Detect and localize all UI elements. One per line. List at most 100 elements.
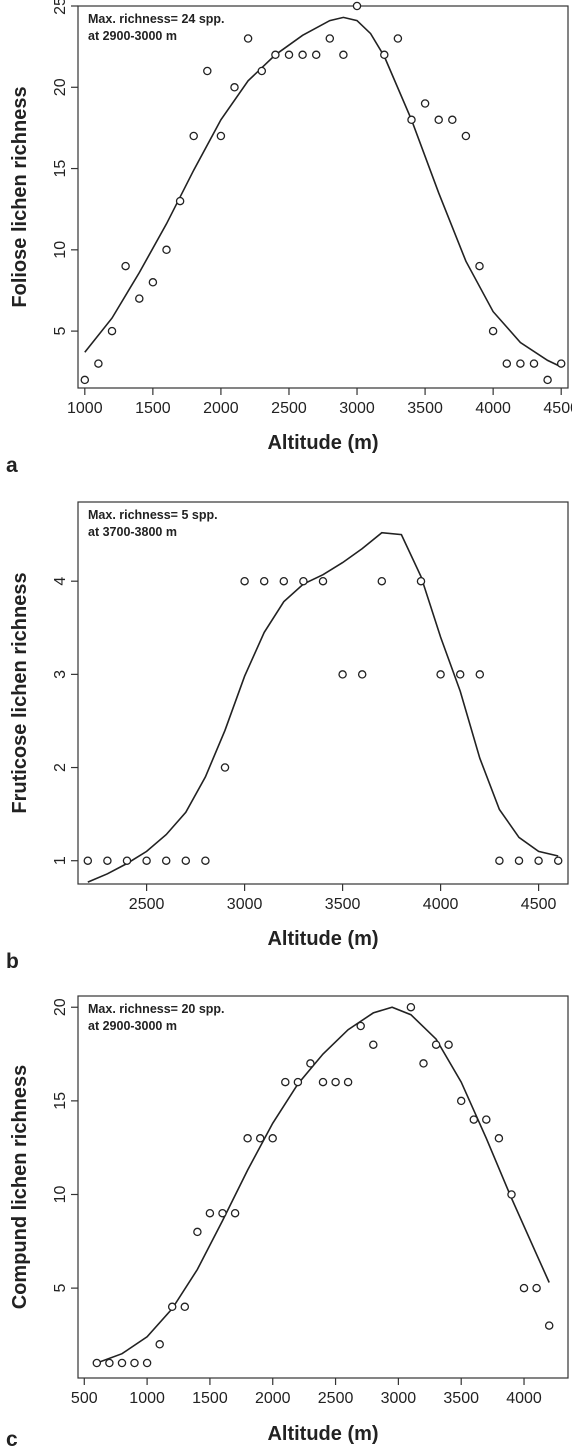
data-point-a-6	[162, 245, 171, 255]
y-tick-label-c-1: 10	[52, 1186, 69, 1204]
x-tick-label-c-5: 3000	[381, 1390, 417, 1407]
panel-c: 500 1000 1500 2000 2500 3000 3500 4000 5101520 …	[6, 995, 569, 1451]
fit-curve-c	[96, 1006, 550, 1364]
data-point-a-23	[407, 115, 416, 125]
data-point-c-5	[155, 1340, 164, 1349]
data-point-c-8	[193, 1227, 202, 1237]
x-tick-label-c-2: 1500	[192, 1390, 228, 1407]
data-point-b-2	[122, 856, 132, 865]
data-point-c-0	[92, 1358, 102, 1368]
y-tick-label-b-0: 1	[52, 856, 69, 865]
data-point-c-27	[456, 1096, 466, 1106]
data-point-b-7	[220, 763, 230, 772]
x-tick-label-b-3: 4000	[423, 896, 459, 913]
x-tick-label-a-1: 1500	[135, 400, 171, 417]
x-tick-label-c-6: 3500	[443, 1390, 479, 1407]
data-point-a-12	[243, 34, 253, 43]
panel-letter-c: c	[6, 1428, 18, 1451]
data-point-a-5	[148, 278, 158, 287]
data-point-a-24	[420, 99, 430, 108]
data-point-c-2	[117, 1358, 127, 1368]
y-tick-label-a-3: 20	[52, 78, 69, 96]
data-point-c-21	[356, 1021, 365, 1031]
x-tick-label-b-1: 3000	[227, 896, 263, 913]
x-tick-label-c-0: 500	[71, 1390, 98, 1407]
data-point-a-28	[475, 261, 484, 271]
data-point-c-6	[167, 1302, 177, 1312]
data-point-b-18	[455, 670, 465, 679]
panel-letter-b: b	[6, 950, 19, 973]
data-point-c-18	[318, 1077, 328, 1087]
data-point-b-8	[240, 576, 249, 586]
x-tick-label-b-2: 3500	[325, 896, 361, 913]
data-point-a-32	[529, 359, 539, 368]
y-axis-label-b: Fruticose lichen richness	[9, 572, 31, 813]
x-tick-label-a-5: 3500	[407, 400, 443, 417]
x-tick-label-a-0: 1000	[67, 400, 103, 417]
data-point-c-19	[331, 1077, 340, 1087]
x-tick-label-a-3: 2500	[271, 400, 307, 417]
y-ticks-c: 5 10 15 20	[52, 998, 78, 1293]
x-tick-label-b-0: 2500	[129, 896, 165, 913]
x-tick-label-b-4: 4500	[521, 896, 557, 913]
data-point-a-2	[107, 326, 117, 336]
data-point-a-3	[121, 261, 130, 271]
data-point-c-24	[419, 1059, 428, 1068]
data-point-b-1	[103, 856, 112, 865]
data-point-a-27	[461, 131, 471, 141]
data-point-a-33	[543, 375, 552, 385]
data-point-c-11	[230, 1208, 240, 1218]
data-point-a-34	[556, 359, 566, 368]
plot-frame-a	[77, 5, 569, 389]
y-ticks-b: 1 2 3 4	[52, 577, 78, 865]
panel-letter-a: a	[6, 454, 18, 477]
plot-frame-b	[77, 501, 569, 885]
data-point-a-4	[135, 294, 144, 303]
data-point-a-26	[448, 115, 457, 125]
x-axis-label-c: Altitude (m)	[267, 1423, 378, 1445]
y-tick-label-c-0: 5	[52, 1284, 69, 1293]
data-point-a-11	[230, 83, 239, 92]
data-point-a-31	[516, 359, 525, 368]
data-point-a-14	[271, 50, 280, 60]
y-tick-label-b-2: 3	[52, 670, 69, 679]
data-point-a-16	[298, 50, 307, 60]
data-point-b-6	[201, 856, 210, 865]
x-axis-label-b: Altitude (m)	[267, 928, 378, 950]
annotation-line-2-c: at 2900-3000 m	[88, 1019, 177, 1033]
data-point-a-29	[488, 326, 498, 336]
x-tick-label-a-6: 4000	[475, 400, 511, 417]
data-point-c-1	[105, 1358, 114, 1368]
data-point-a-0	[80, 375, 90, 385]
data-point-c-13	[255, 1134, 265, 1143]
data-point-b-10	[279, 576, 289, 586]
x-ticks-b: 2500 3000 3500 4000 4500	[129, 884, 557, 913]
data-point-a-19	[339, 50, 348, 60]
data-point-c-3	[130, 1358, 139, 1368]
x-tick-label-c-4: 2500	[318, 1390, 354, 1407]
data-point-a-1	[94, 359, 103, 368]
y-tick-label-a-2: 15	[52, 160, 69, 178]
annotation-line-1-b: Max. richness= 5 spp.	[88, 508, 218, 522]
data-point-c-23	[406, 1002, 416, 1012]
data-point-a-9	[203, 66, 212, 76]
data-point-b-16	[416, 576, 426, 586]
x-tick-label-c-7: 4000	[506, 1390, 542, 1407]
data-point-c-17	[306, 1059, 315, 1068]
data-point-c-12	[243, 1134, 252, 1143]
data-point-b-9	[259, 576, 269, 586]
data-point-a-25	[434, 115, 443, 125]
fit-curve-b	[87, 531, 559, 883]
x-tick-label-a-2: 2000	[203, 400, 239, 417]
data-point-c-16	[293, 1077, 303, 1087]
data-point-c-15	[281, 1077, 290, 1087]
data-point-b-4	[161, 856, 171, 865]
data-point-b-15	[377, 576, 387, 586]
data-point-b-11	[299, 576, 308, 586]
annotation-line-2-b: at 3700-3800 m	[88, 525, 177, 539]
data-point-b-12	[318, 576, 328, 586]
data-point-a-30	[502, 359, 512, 368]
data-point-a-18	[325, 34, 335, 43]
panel-a: 1000 1500 2000 2500 3000 3500 4000 4500 5 10 15 20…	[6, 0, 572, 477]
y-tick-label-a-1: 10	[52, 241, 69, 259]
